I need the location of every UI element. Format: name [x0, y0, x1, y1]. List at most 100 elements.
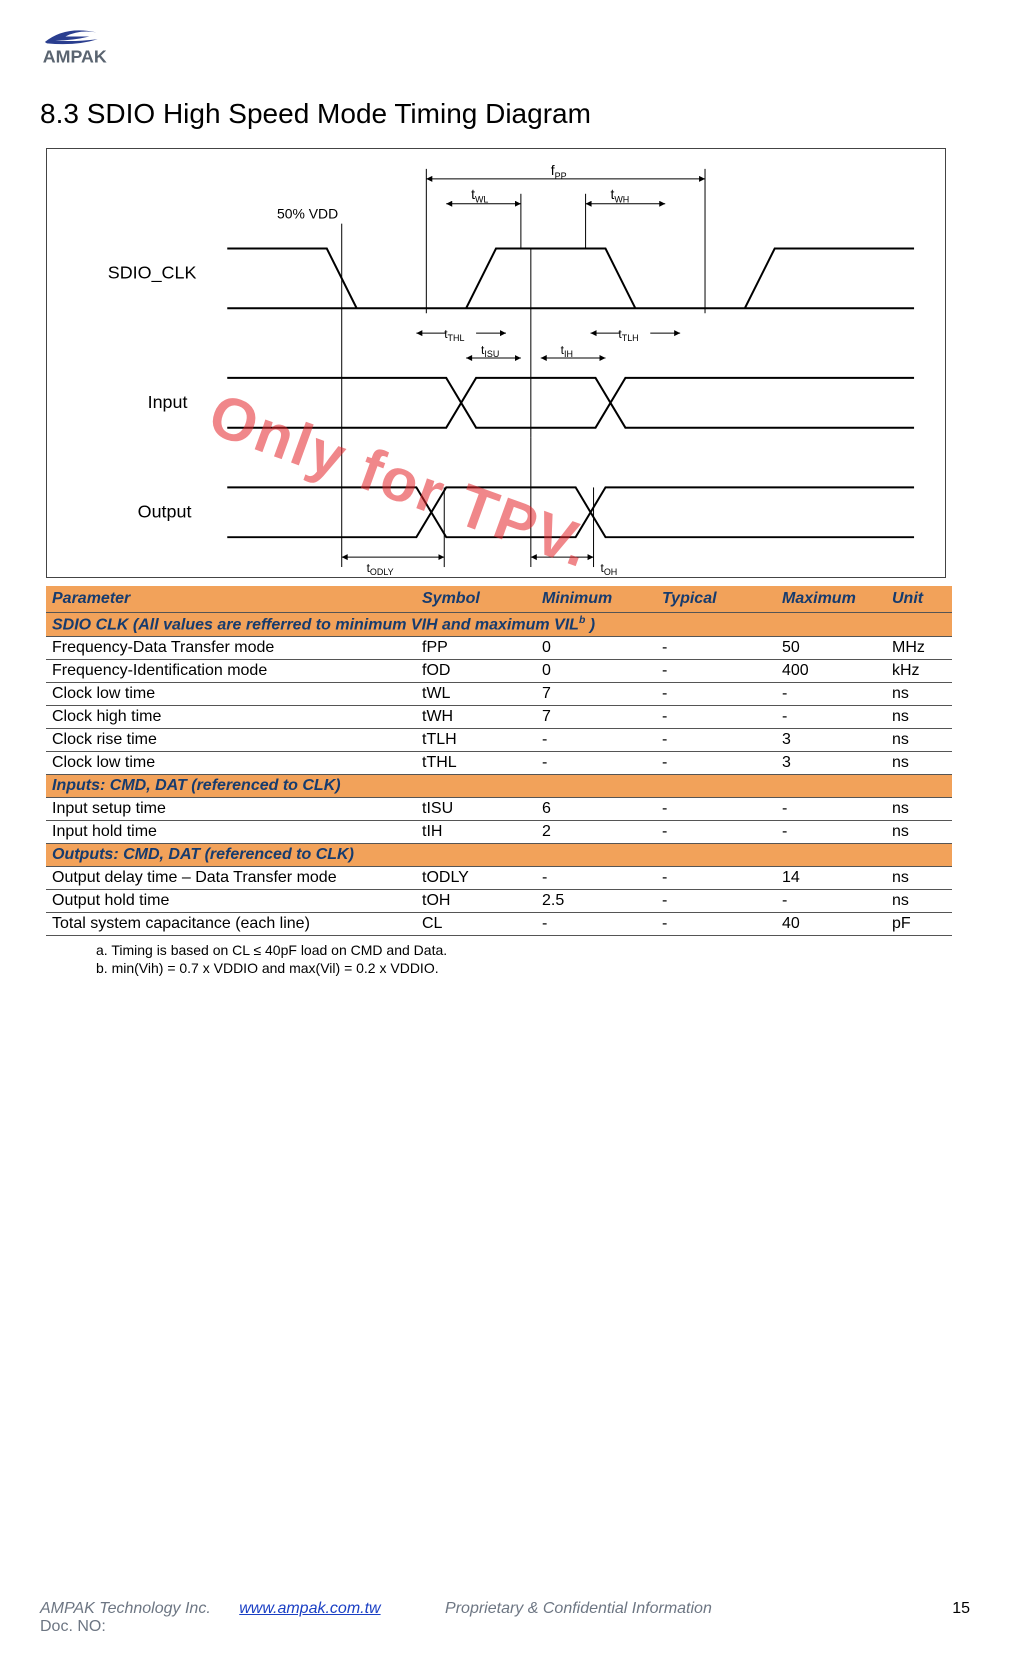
- svg-text:tTLH: tTLH: [618, 327, 638, 343]
- table-row: Output hold timetOH2.5--ns: [46, 890, 952, 913]
- cell: Frequency-Identification mode: [46, 660, 416, 683]
- logo-text: AMPAK: [43, 47, 107, 67]
- cell: tTHL: [416, 752, 536, 775]
- cell: 0: [536, 660, 656, 683]
- cell: tOH: [416, 890, 536, 913]
- cell: 3: [776, 729, 886, 752]
- cell: -: [536, 752, 656, 775]
- cell: Total system capacitance (each line): [46, 913, 416, 936]
- cell: -: [536, 913, 656, 936]
- cell: 7: [536, 706, 656, 729]
- cell: -: [656, 683, 776, 706]
- input-label: Input: [148, 392, 188, 412]
- cell: ns: [886, 752, 952, 775]
- cell: tWL: [416, 683, 536, 706]
- cell: tISU: [416, 798, 536, 821]
- table-row: Clock low timetWL7--ns: [46, 683, 952, 706]
- cell: ns: [886, 729, 952, 752]
- svg-text:tOH: tOH: [601, 561, 618, 577]
- table-row: Input setup timetISU6--ns: [46, 798, 952, 821]
- vdd-label: 50% VDD: [277, 206, 338, 222]
- col-unit: Unit: [886, 586, 952, 613]
- cell: -: [656, 867, 776, 890]
- cell: -: [776, 706, 886, 729]
- cell: -: [776, 798, 886, 821]
- cell: -: [656, 798, 776, 821]
- cell: 50: [776, 637, 886, 660]
- col-symbol: Symbol: [416, 586, 536, 613]
- cell: tWH: [416, 706, 536, 729]
- cell: -: [656, 637, 776, 660]
- cell: 14: [776, 867, 886, 890]
- cell: ns: [886, 821, 952, 844]
- cell: -: [776, 890, 886, 913]
- cell: ns: [886, 706, 952, 729]
- table-row: Frequency-Identification modefOD0-400kHz: [46, 660, 952, 683]
- footer-link[interactable]: www.ampak.com.tw: [239, 1600, 380, 1617]
- cell: -: [776, 683, 886, 706]
- svg-text:tWH: tWH: [610, 186, 629, 205]
- cell: 3: [776, 752, 886, 775]
- section-title: 8.3 SDIO High Speed Mode Timing Diagram: [40, 98, 974, 130]
- cell: Frequency-Data Transfer mode: [46, 637, 416, 660]
- cell: Output hold time: [46, 890, 416, 913]
- group-header: SDIO CLK (All values are refferred to mi…: [46, 613, 952, 637]
- parameter-table-wrap: Only for TPV. Parameter Symbol Minimum T…: [40, 586, 974, 936]
- cell: -: [776, 821, 886, 844]
- cell: CL: [416, 913, 536, 936]
- cell: 6: [536, 798, 656, 821]
- col-parameter: Parameter: [46, 586, 416, 613]
- group-header: Inputs: CMD, DAT (referenced to CLK): [46, 775, 952, 798]
- cell: MHz: [886, 637, 952, 660]
- svg-text:tWL: tWL: [471, 186, 488, 205]
- table-row: Input hold timetIH2--ns: [46, 821, 952, 844]
- svg-text:tIH: tIH: [561, 343, 573, 359]
- svg-text:tTHL: tTHL: [444, 327, 464, 343]
- cell: fPP: [416, 637, 536, 660]
- footer-docno: Doc. NO:: [40, 1618, 970, 1636]
- cell: tODLY: [416, 867, 536, 890]
- logo: AMPAK: [40, 20, 974, 68]
- col-max: Maximum: [776, 586, 886, 613]
- cell: 7: [536, 683, 656, 706]
- cell: tIH: [416, 821, 536, 844]
- cell: pF: [886, 913, 952, 936]
- page-number: 15: [952, 1600, 970, 1618]
- cell: 2.5: [536, 890, 656, 913]
- page-footer: AMPAK Technology Inc. www.ampak.com.tw P…: [40, 1600, 970, 1636]
- cell: -: [656, 660, 776, 683]
- cell: ns: [886, 867, 952, 890]
- table-notes: a. Timing is based on CL ≤ 40pF load on …: [96, 942, 974, 976]
- col-min: Minimum: [536, 586, 656, 613]
- table-row: Clock high timetWH7--ns: [46, 706, 952, 729]
- cell: -: [656, 890, 776, 913]
- output-label: Output: [138, 501, 192, 521]
- table-row: Clock low timetTHL--3ns: [46, 752, 952, 775]
- cell: -: [536, 729, 656, 752]
- cell: kHz: [886, 660, 952, 683]
- cell: tTLH: [416, 729, 536, 752]
- svg-text:fPP: fPP: [551, 162, 567, 181]
- cell: ns: [886, 683, 952, 706]
- note-b: b. min(Vih) = 0.7 x VDDIO and max(Vil) =…: [96, 960, 974, 976]
- cell: Clock low time: [46, 683, 416, 706]
- clk-label: SDIO_CLK: [108, 262, 197, 283]
- footer-confidential: Proprietary & Confidential Information: [445, 1600, 712, 1617]
- footer-company: AMPAK Technology Inc.: [40, 1600, 211, 1617]
- cell: ns: [886, 798, 952, 821]
- cell: Clock high time: [46, 706, 416, 729]
- svg-text:tODLY: tODLY: [367, 561, 394, 577]
- svg-text:tISU: tISU: [481, 343, 499, 359]
- cell: -: [656, 821, 776, 844]
- cell: -: [656, 752, 776, 775]
- cell: Clock rise time: [46, 729, 416, 752]
- cell: fOD: [416, 660, 536, 683]
- timing-diagram: SDIO_CLK Input Output 50% VDD fPP tWL tW…: [46, 148, 946, 578]
- cell: Output delay time – Data Transfer mode: [46, 867, 416, 890]
- group-header: Outputs: CMD, DAT (referenced to CLK): [46, 844, 952, 867]
- table-row: Clock rise timetTLH--3ns: [46, 729, 952, 752]
- cell: -: [656, 729, 776, 752]
- cell: 400: [776, 660, 886, 683]
- col-typ: Typical: [656, 586, 776, 613]
- note-a: a. Timing is based on CL ≤ 40pF load on …: [96, 942, 974, 958]
